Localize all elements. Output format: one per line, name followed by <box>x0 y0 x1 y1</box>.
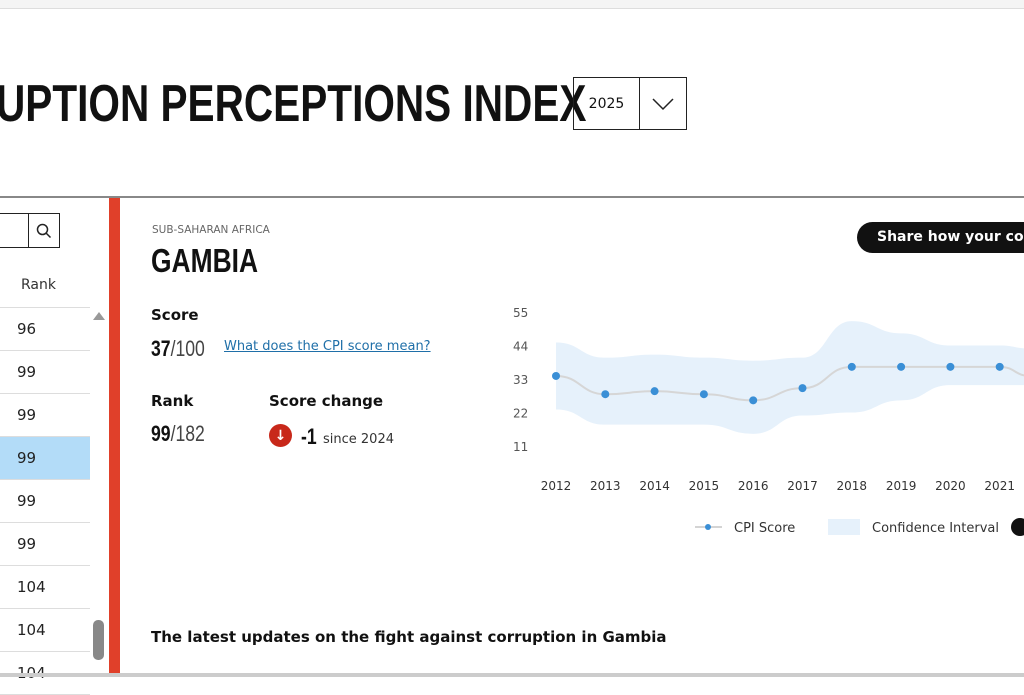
x-tick-label: 2019 <box>886 479 917 493</box>
y-tick-label: 22 <box>513 407 528 421</box>
y-tick-label: 55 <box>513 306 528 320</box>
legend-cpi-score: CPI Score <box>734 521 795 536</box>
chevron-down-icon[interactable] <box>640 78 686 129</box>
bottom-edge <box>0 673 1024 677</box>
rank-list-item[interactable]: 104 <box>0 609 90 652</box>
rank-list-item[interactable]: 104 <box>0 566 90 609</box>
legend-point <box>705 524 711 530</box>
cpi-point <box>650 387 659 396</box>
region-label: SUB-SAHARAN AFRICA <box>152 224 270 236</box>
legend-band <box>828 519 860 535</box>
cpi-point <box>995 362 1004 371</box>
score-max: /100 <box>170 336 205 361</box>
cpi-point <box>897 362 906 371</box>
rank-list-item[interactable]: 99 <box>0 523 90 566</box>
rank-value: 99/182 <box>151 421 205 447</box>
x-tick-label: 2016 <box>738 479 769 493</box>
score-label: Score <box>151 306 199 324</box>
x-tick-label: 2012 <box>541 479 572 493</box>
rank-label: Rank <box>151 392 194 410</box>
x-tick-label: 2020 <box>935 479 966 493</box>
cpi-score-link[interactable]: What does the CPI score mean? <box>224 339 431 354</box>
cpi-point <box>946 362 955 371</box>
x-tick-label: 2017 <box>787 479 818 493</box>
confidence-band <box>556 321 1024 434</box>
rank-list-item[interactable]: 99 <box>0 437 90 480</box>
x-tick-label: 2014 <box>639 479 670 493</box>
rank: 99 <box>151 421 171 446</box>
score-change-since: since 2024 <box>323 432 394 447</box>
cpi-point <box>749 396 758 405</box>
page-title: UPTION PERCEPTIONS INDEX <box>0 75 587 133</box>
legend-confidence-interval: Confidence Interval <box>872 521 999 536</box>
cpi-point <box>552 371 560 380</box>
x-tick-label: 2013 <box>590 479 621 493</box>
cpi-point <box>601 390 610 399</box>
score-value: 37/100 <box>151 336 205 362</box>
scrollbar-thumb[interactable] <box>93 620 104 660</box>
rank-list-item[interactable]: 99 <box>0 351 90 394</box>
year-value: 2025 <box>574 78 640 129</box>
rank-list-item[interactable]: 99 <box>0 480 90 523</box>
rank-list-item[interactable]: 96 <box>0 308 90 351</box>
scroll-up-arrow-icon[interactable] <box>93 312 105 320</box>
arrow-down-icon: ↓ <box>269 424 292 447</box>
accent-bar <box>109 198 120 677</box>
score-change-label: Score change <box>269 392 384 410</box>
search-box[interactable] <box>0 213 60 248</box>
cpi-point <box>847 362 856 371</box>
y-tick-label: 11 <box>513 440 528 454</box>
cpi-point <box>798 384 807 393</box>
info-icon <box>1011 518 1024 536</box>
cpi-chart: 55 44 33 22 11 2012 2013 2014 2015 2016 2017 2018 20… <box>513 306 1024 536</box>
country-name: GAMBIA <box>151 242 259 279</box>
y-tick-label: 33 <box>513 373 528 387</box>
score: 37 <box>151 336 171 361</box>
rank-list: 969999999999104104104 <box>0 307 90 695</box>
share-button[interactable]: Share how your co <box>857 222 1024 253</box>
y-tick-label: 44 <box>513 340 528 354</box>
search-input[interactable] <box>0 214 29 247</box>
x-tick-label: 2015 <box>689 479 720 493</box>
rank-column-header[interactable]: Rank <box>21 277 56 293</box>
cpi-point <box>699 390 708 399</box>
rank-max: /182 <box>170 421 205 446</box>
divider <box>0 196 1024 198</box>
x-tick-label: 2018 <box>837 479 868 493</box>
browser-top-bar <box>0 0 1024 9</box>
updates-heading: The latest updates on the fight against … <box>151 628 667 646</box>
score-change-value: -1 <box>301 424 317 449</box>
rank-list-item[interactable]: 99 <box>0 394 90 437</box>
year-select[interactable]: 2025 <box>573 77 687 130</box>
x-tick-label: 2021 <box>984 479 1015 493</box>
search-icon[interactable] <box>29 214 59 247</box>
